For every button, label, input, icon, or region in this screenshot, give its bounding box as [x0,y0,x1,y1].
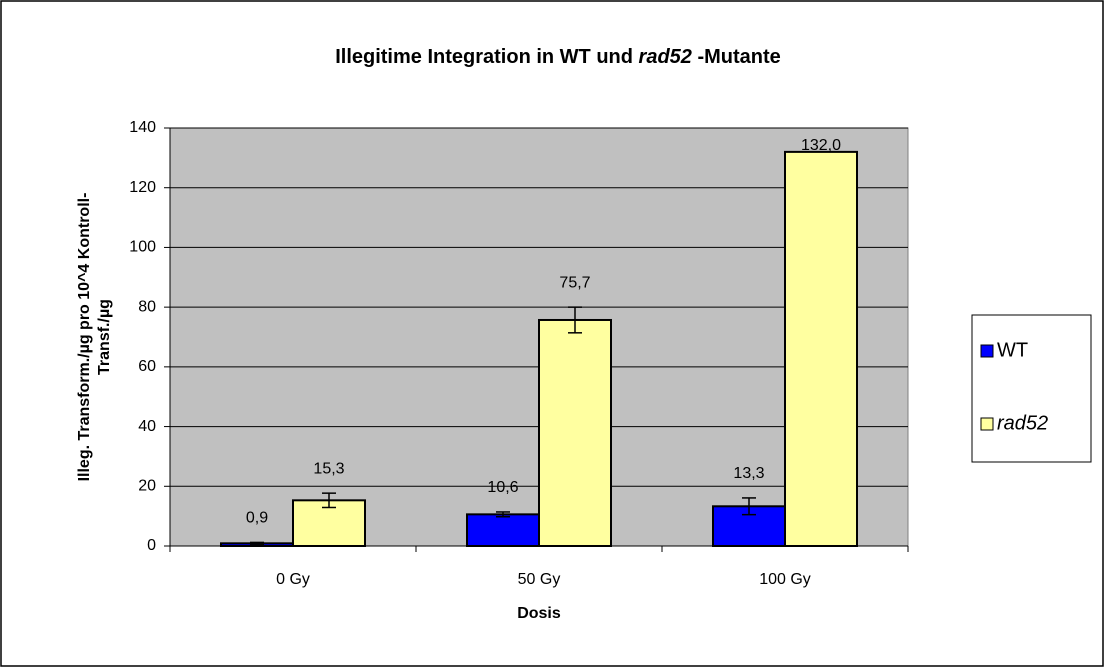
data-label: 0,9 [246,510,268,527]
x-tick-label: 100 Gy [759,571,811,588]
data-label: 132,0 [801,137,841,154]
y-tick-label: 140 [129,119,156,136]
data-label: 13,3 [733,465,764,482]
y-tick-label: 120 [129,179,156,196]
y-axis-label: Illeg. Transform./µg pro 10^4 Kontroll- … [76,193,113,482]
y-tick-label: 100 [129,239,156,256]
y-tick-label: 0 [147,537,156,554]
y-tick-label: 80 [138,298,156,315]
y-tick-label: 40 [138,418,156,435]
x-tick-label: 0 Gy [276,571,310,588]
x-tick-label: 50 Gy [518,571,561,588]
title-part: Illegitime Integration in WT und [335,46,633,68]
bar [712,505,786,548]
legend-swatch [980,417,994,431]
bar [784,150,858,547]
y-axis-label-line: Illeg. Transform./µg pro 10^4 Kontroll- [76,193,93,482]
y-axis-label-line: Transf./µg [96,299,113,375]
data-label: 10,6 [487,479,518,496]
bar [538,318,612,547]
legend-box [971,314,1092,463]
data-label: 75,7 [559,274,590,291]
title-part: rad52 [639,46,692,68]
x-axis-label: Dosis [517,605,561,622]
y-tick-label: 20 [138,478,156,495]
title-part: -Mutante [697,46,780,68]
y-tick-label: 60 [138,358,156,375]
data-label: 15,3 [313,460,344,477]
bar [466,513,540,548]
legend-label: WT [997,339,1028,361]
chart-title: Illegitime Integration in WT und rad52 -… [335,46,781,68]
legend-swatch [980,344,994,358]
legend-label: rad52 [997,412,1048,434]
